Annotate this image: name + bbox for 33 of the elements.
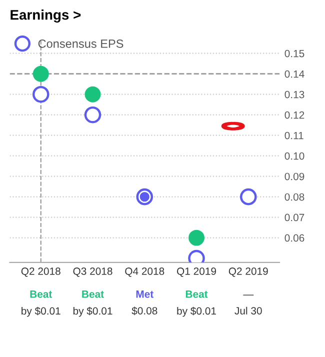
text: Met	[136, 290, 154, 298]
y-tick-label: 0.08	[284, 193, 304, 201]
x-tick-label: Q3 2018	[73, 268, 112, 277]
text: by $0.01	[73, 306, 112, 317]
y-tick-label: 0.15	[284, 50, 304, 58]
text: Jul 30	[234, 306, 262, 314]
y-tick-label: 0.12	[284, 111, 304, 119]
point	[84, 86, 101, 102]
y-tick-label: 0.10	[284, 152, 304, 160]
text: Beat	[186, 290, 208, 298]
text: by $0.01	[177, 306, 216, 317]
x-tick-label: Q2 2019	[228, 268, 268, 277]
y-tick-label: 0.07	[284, 214, 304, 222]
x-tick-label: Q1 2019	[177, 268, 216, 277]
y-tick-label: 0.06	[284, 234, 304, 242]
y-tick-label: 0.14	[284, 70, 304, 78]
text: —	[243, 294, 254, 296]
point	[240, 188, 257, 206]
text: Beat	[30, 290, 52, 298]
y-tick-label: 0.09	[284, 172, 304, 180]
x-tick-label: Q2 2018	[21, 268, 60, 277]
legend-label: Consensus EPS	[38, 39, 124, 48]
text: $0.08	[132, 306, 158, 316]
chart-title: Earnings >	[10, 10, 81, 23]
y-tick-label: 0.13	[284, 90, 304, 98]
point	[84, 106, 102, 124]
text: Beat	[82, 290, 104, 298]
y-tick-label: 0.11	[284, 132, 304, 140]
point	[188, 230, 204, 246]
text: by $0.01	[22, 306, 60, 317]
point	[32, 66, 49, 82]
point	[32, 86, 50, 103]
x-tick-label: Q4 2018	[125, 268, 164, 277]
